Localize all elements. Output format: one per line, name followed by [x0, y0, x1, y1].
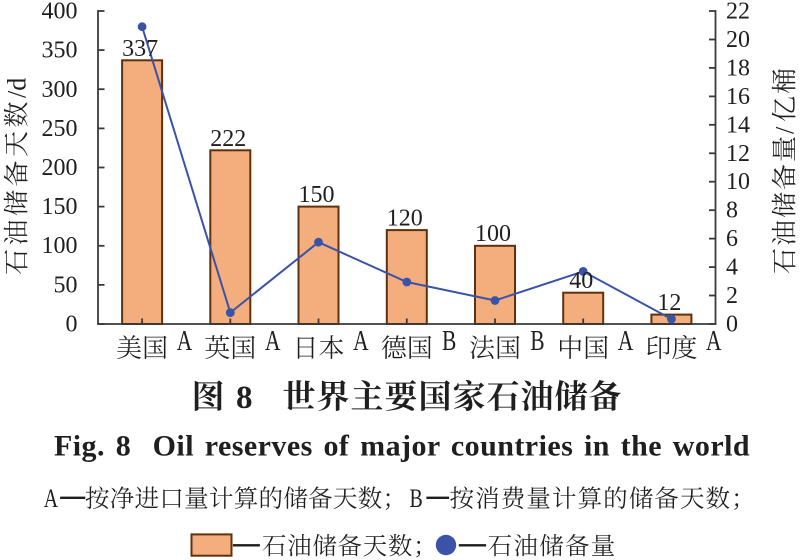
- svg-text:16: 16: [726, 84, 750, 110]
- svg-text:100: 100: [475, 221, 511, 247]
- svg-text:A: A: [177, 324, 193, 357]
- svg-text:A: A: [706, 324, 722, 357]
- svg-text:20: 20: [726, 27, 750, 53]
- svg-text:12: 12: [657, 290, 681, 316]
- svg-text:250: 250: [42, 116, 78, 142]
- svg-text:4: 4: [726, 255, 738, 281]
- svg-text:0: 0: [726, 312, 738, 338]
- svg-text:100: 100: [42, 233, 78, 259]
- svg-text:200: 200: [42, 155, 78, 181]
- svg-text:300: 300: [42, 77, 78, 103]
- svg-text:6: 6: [726, 226, 738, 252]
- svg-text:222: 222: [210, 126, 246, 152]
- svg-text:12: 12: [726, 141, 750, 167]
- svg-text:50: 50: [54, 272, 78, 298]
- svg-text:22: 22: [726, 0, 750, 25]
- svg-text:A: A: [353, 324, 369, 357]
- svg-text:8: 8: [726, 198, 738, 224]
- svg-text:B: B: [410, 484, 423, 513]
- svg-text:2: 2: [726, 283, 738, 309]
- svg-text:400: 400: [42, 0, 78, 25]
- svg-text:8: 8: [236, 380, 253, 416]
- svg-text:10: 10: [726, 169, 750, 195]
- svg-text:A: A: [618, 324, 634, 357]
- svg-text:350: 350: [42, 38, 78, 64]
- svg-text:40: 40: [569, 268, 593, 294]
- svg-text:Fig. 8 Oil reserves of major: Fig. 8 Oil reserves of major countries i…: [54, 430, 750, 463]
- svg-text:A: A: [265, 324, 281, 357]
- svg-text:150: 150: [299, 182, 335, 208]
- svg-text:337: 337: [122, 36, 158, 62]
- svg-text:150: 150: [42, 194, 78, 220]
- svg-text:/d: /d: [3, 78, 32, 98]
- svg-text:120: 120: [387, 206, 423, 232]
- svg-text:/: /: [771, 126, 800, 134]
- svg-text:B: B: [530, 324, 544, 357]
- svg-text:18: 18: [726, 55, 750, 81]
- svg-text:B: B: [442, 324, 456, 357]
- svg-text:14: 14: [726, 112, 750, 138]
- svg-text:A: A: [44, 484, 58, 513]
- svg-text:0: 0: [66, 312, 78, 338]
